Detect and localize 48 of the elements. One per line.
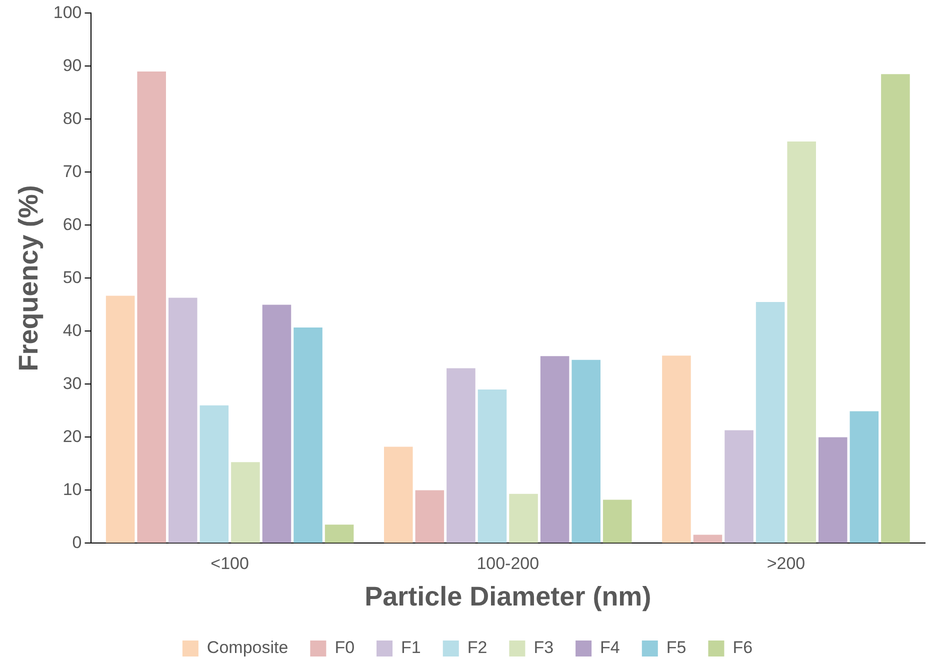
bar (756, 302, 785, 543)
legend-label: F2 (467, 638, 488, 658)
bar (881, 74, 910, 543)
bar (509, 494, 538, 543)
bar (415, 490, 444, 543)
y-tick-label: 40 (62, 320, 82, 340)
legend-label: F3 (534, 638, 554, 658)
y-tick-label: 50 (62, 268, 82, 287)
bar (294, 327, 322, 543)
bar (262, 304, 292, 543)
bar (168, 298, 198, 543)
bar (324, 524, 354, 543)
bar (572, 360, 600, 543)
y-tick-label: 0 (72, 532, 82, 552)
x-tick-label: >200 (766, 554, 806, 574)
bar (540, 356, 570, 543)
x-tick-label: <100 (210, 554, 249, 574)
bar (106, 296, 135, 543)
bar (602, 500, 632, 543)
legend-label: Composite (206, 638, 288, 658)
bar (662, 356, 691, 543)
y-tick-label: 30 (62, 374, 82, 393)
y-tick-label: 10 (62, 480, 82, 499)
x-axis-title: Particle Diameter (nm) (364, 581, 652, 612)
bar (850, 411, 879, 543)
legend-label: F1 (401, 638, 421, 658)
legend-label: F5 (666, 638, 686, 658)
bar (724, 430, 754, 543)
y-tick-label: 90 (62, 56, 82, 75)
y-tick-label: 60 (62, 214, 82, 234)
y-tick-label: 70 (62, 162, 82, 181)
bar (446, 368, 476, 543)
bar (200, 405, 229, 543)
legend-label: F6 (732, 638, 753, 658)
legend-label: F0 (334, 638, 355, 658)
legend-label: F4 (600, 638, 620, 658)
y-tick-label: 20 (62, 426, 82, 446)
x-tick-label: 100-200 (476, 554, 540, 574)
bar (693, 534, 722, 543)
y-tick-label: 80 (62, 108, 82, 128)
bar (137, 72, 166, 543)
y-axis-title: Frequency (%) (14, 185, 44, 372)
bar (384, 446, 413, 543)
bar (818, 437, 848, 543)
bar (787, 141, 816, 543)
bar (231, 462, 260, 543)
y-tick-label: 100 (53, 2, 82, 22)
bar (478, 390, 507, 543)
